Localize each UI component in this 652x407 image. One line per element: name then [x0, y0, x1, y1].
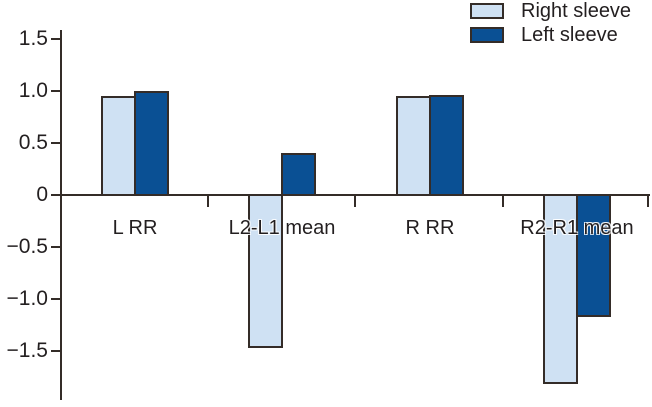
y-tick-label: 1.0: [18, 79, 48, 102]
category-label: L RR: [112, 217, 158, 239]
y-tick-label: 0.5: [18, 131, 48, 154]
y-tick-label: −0.5: [6, 235, 48, 258]
bar-left-sleeve: [134, 91, 169, 196]
bar-right-sleeve: [101, 96, 136, 196]
legend-item: Right sleeve: [470, 0, 632, 22]
legend-swatch-icon: [470, 2, 504, 19]
y-tick: [51, 38, 60, 40]
category-label: R2-R1 mean: [520, 217, 634, 239]
y-tick-label: 0: [36, 183, 48, 206]
bar-left-sleeve: [281, 153, 316, 196]
x-axis-line: [60, 194, 650, 196]
y-tick-label: 1.5: [18, 27, 48, 50]
y-tick: [51, 350, 60, 352]
category-label: R RR: [405, 217, 455, 239]
y-tick: [51, 142, 60, 144]
y-tick-label: −1.0: [6, 287, 48, 310]
bar-left-sleeve: [576, 194, 611, 317]
y-tick: [51, 194, 60, 196]
y-axis-line: [60, 30, 62, 400]
legend-item: Left sleeve: [470, 23, 631, 46]
y-tick: [51, 246, 60, 248]
y-tick: [51, 90, 60, 92]
y-tick: [51, 298, 60, 300]
bar-left-sleeve: [429, 95, 464, 196]
legend-swatch-icon: [470, 26, 504, 43]
x-tick: [207, 196, 209, 207]
x-tick: [647, 196, 649, 207]
legend: Right sleeve Left sleeve: [470, 0, 632, 46]
legend-label: Left sleeve: [521, 23, 618, 46]
category-label: L2-L1 mean: [228, 217, 336, 239]
bar-right-sleeve: [396, 96, 431, 196]
legend-label: Right sleeve: [521, 0, 632, 22]
x-tick: [354, 196, 356, 207]
x-tick: [502, 196, 504, 207]
y-tick-label: −1.5: [6, 339, 48, 362]
bar-right-sleeve: [248, 194, 283, 348]
